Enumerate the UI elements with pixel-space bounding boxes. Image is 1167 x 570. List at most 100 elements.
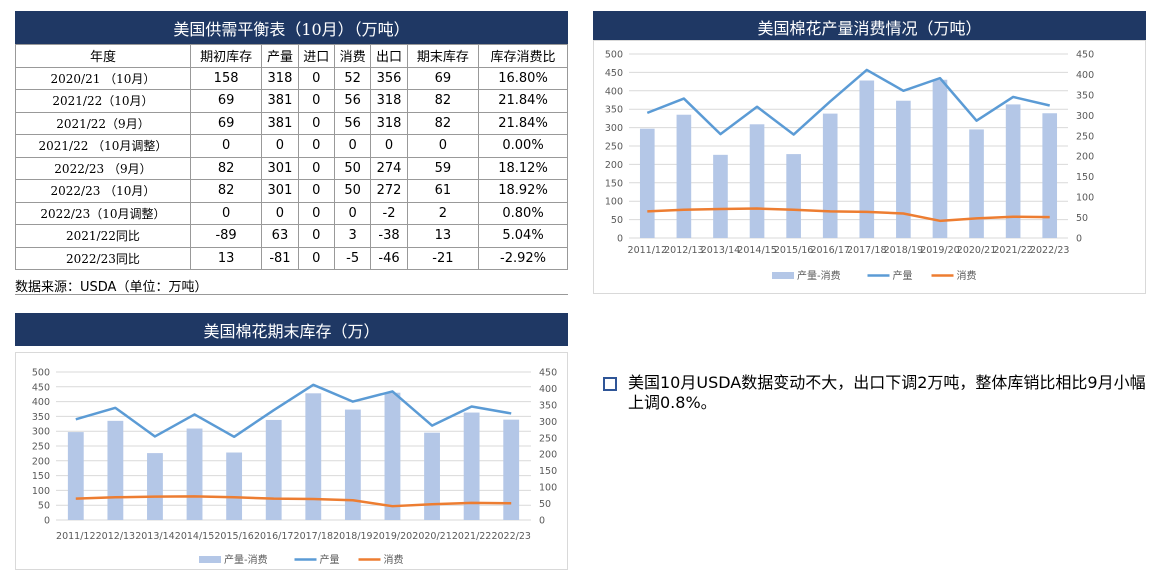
bar bbox=[933, 80, 948, 238]
series-line bbox=[76, 385, 511, 437]
bar bbox=[640, 129, 655, 238]
x-tick-label: 2018/19 bbox=[333, 531, 372, 542]
table-cell: -21 bbox=[407, 247, 478, 270]
table-cell: 0 bbox=[298, 67, 334, 90]
x-tick-label: 2021/22 bbox=[993, 245, 1032, 256]
table-cell: 13 bbox=[190, 247, 261, 270]
x-tick-label: 2013/14 bbox=[701, 245, 740, 256]
x-tick-label: 2020/21 bbox=[957, 245, 996, 256]
column-header: 年度 bbox=[16, 45, 191, 68]
table-cell: 301 bbox=[262, 157, 298, 180]
table-cell: 82 bbox=[407, 112, 478, 135]
bar bbox=[1042, 113, 1057, 238]
y-right-tick: 400 bbox=[1076, 70, 1094, 81]
table-cell: 301 bbox=[262, 180, 298, 203]
y-left-tick: 400 bbox=[605, 86, 623, 97]
y-right-tick: 200 bbox=[539, 450, 557, 461]
bar bbox=[677, 115, 692, 238]
table-cell: 52 bbox=[334, 67, 370, 90]
table-cell: 2021/22同比 bbox=[16, 225, 191, 248]
bar bbox=[147, 453, 163, 520]
bar bbox=[896, 101, 911, 238]
table-cell: 0 bbox=[407, 135, 478, 158]
table-cell: -38 bbox=[371, 225, 407, 248]
bar bbox=[969, 129, 984, 238]
x-tick-label: 2015/16 bbox=[214, 531, 253, 542]
y-left-tick: 500 bbox=[605, 50, 623, 61]
x-tick-label: 2011/12 bbox=[628, 245, 667, 256]
summary-bullet: 美国10月USDA数据变动不大，出口下调2万吨，整体库销比相比9月小幅上调0.8… bbox=[603, 373, 1158, 413]
bar bbox=[750, 124, 765, 238]
y-left-tick: 300 bbox=[605, 123, 623, 134]
table-cell: 61 bbox=[407, 180, 478, 203]
table-cell: 82 bbox=[190, 157, 261, 180]
y-left-tick: 400 bbox=[32, 397, 50, 408]
table-cell: 381 bbox=[262, 112, 298, 135]
series-line bbox=[647, 70, 1049, 135]
table-cell: 2020/21 （10月） bbox=[16, 67, 191, 90]
table-cell: 0 bbox=[262, 202, 298, 225]
y-left-tick: 300 bbox=[32, 427, 50, 438]
y-right-tick: 450 bbox=[539, 368, 557, 379]
y-right-tick: 150 bbox=[539, 466, 557, 477]
legend-bar-swatch bbox=[772, 272, 794, 279]
table-cell: 18.12% bbox=[479, 157, 568, 180]
table-cell: 356 bbox=[371, 67, 407, 90]
x-tick-label: 2017/18 bbox=[294, 531, 333, 542]
bar bbox=[107, 421, 123, 520]
square-bullet-icon bbox=[603, 377, 617, 391]
column-header: 库存消费比 bbox=[479, 45, 568, 68]
chart-title-bottom: 美国棉花期末库存（万） bbox=[15, 313, 568, 346]
chart-title-top: 美国棉花产量消费情况（万吨） bbox=[593, 11, 1146, 43]
table-cell: 318 bbox=[371, 112, 407, 135]
table-cell: -5 bbox=[334, 247, 370, 270]
y-left-tick: 200 bbox=[32, 456, 50, 467]
table-cell: 0 bbox=[298, 90, 334, 113]
x-tick-label: 2022/23 bbox=[1030, 245, 1069, 256]
y-right-tick: 300 bbox=[539, 417, 557, 428]
column-header: 出口 bbox=[371, 45, 407, 68]
y-left-tick: 350 bbox=[32, 412, 50, 423]
table-cell: 318 bbox=[371, 90, 407, 113]
table-cell: 63 bbox=[262, 225, 298, 248]
bar bbox=[786, 154, 801, 238]
legend-label: 产量 bbox=[893, 269, 913, 282]
table-cell: 56 bbox=[334, 112, 370, 135]
table-cell: 69 bbox=[190, 112, 261, 135]
chart-svg: 0501001502002503003504004505000501001502… bbox=[594, 41, 1145, 293]
x-tick-label: 2020/21 bbox=[412, 531, 451, 542]
table-cell: 0.00% bbox=[479, 135, 568, 158]
y-right-tick: 150 bbox=[1076, 172, 1094, 183]
x-tick-label: 2012/13 bbox=[664, 245, 703, 256]
bar bbox=[713, 155, 728, 238]
y-left-tick: 100 bbox=[32, 486, 50, 497]
table-cell: 274 bbox=[371, 157, 407, 180]
table-cell: 3 bbox=[334, 225, 370, 248]
y-left-tick: 450 bbox=[32, 382, 50, 393]
table-cell: 2022/23 （9月） bbox=[16, 157, 191, 180]
table-cell: -2.92% bbox=[479, 247, 568, 270]
y-left-tick: 150 bbox=[32, 471, 50, 482]
table-cell: 21.84% bbox=[479, 90, 568, 113]
table-cell: 2022/23同比 bbox=[16, 247, 191, 270]
y-right-tick: 250 bbox=[1076, 131, 1094, 142]
x-tick-label: 2019/20 bbox=[373, 531, 412, 542]
table-cell: 0 bbox=[334, 202, 370, 225]
column-header: 期初库存 bbox=[190, 45, 261, 68]
table-cell: 82 bbox=[190, 180, 261, 203]
y-right-tick: 100 bbox=[1076, 193, 1094, 204]
y-left-tick: 250 bbox=[32, 442, 50, 453]
y-left-tick: 0 bbox=[44, 516, 50, 527]
table-cell: 69 bbox=[190, 90, 261, 113]
table-cell: 0 bbox=[334, 135, 370, 158]
bar bbox=[345, 410, 361, 520]
table-cell: 0.80% bbox=[479, 202, 568, 225]
